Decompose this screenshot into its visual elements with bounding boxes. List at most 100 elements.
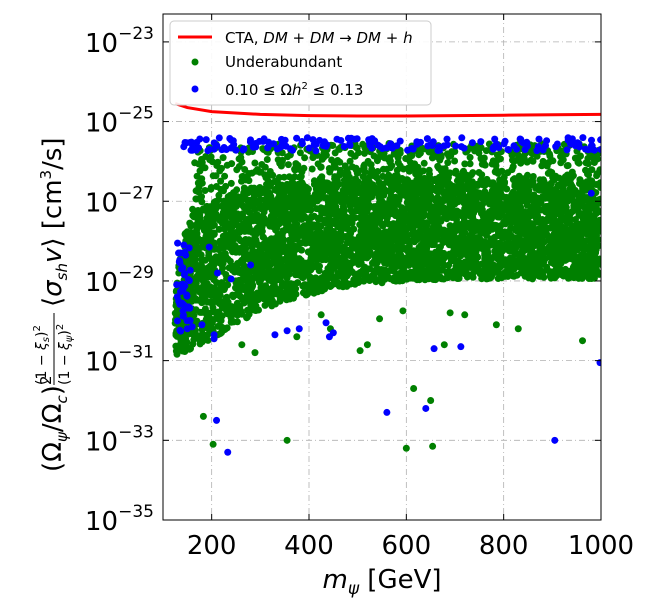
point-underabundant [381,259,389,267]
point-underabundant [204,336,212,344]
point-underabundant [379,172,387,180]
point-underabundant [198,159,206,166]
point-underabundant [421,174,428,182]
point-underabundant [322,219,330,227]
point-relic [247,136,254,144]
point-underabundant [469,233,477,241]
point-underabundant [545,188,553,196]
point-underabundant [300,206,308,214]
point-underabundant [337,264,345,272]
point-underabundant [310,221,318,229]
point-relic [597,146,601,153]
point-underabundant [567,193,575,201]
point-underabundant [206,315,214,323]
point-underabundant [520,226,528,234]
point-relic [204,147,212,155]
point-underabundant [429,442,437,450]
point-relic [579,134,587,142]
point-underabundant [311,233,319,241]
x-tick-label: 800 [479,531,529,561]
point-relic [468,139,476,147]
point-underabundant [552,249,560,257]
point-relic [293,134,301,142]
point-underabundant [511,175,519,183]
point-underabundant [440,207,448,215]
point-underabundant [419,167,427,175]
point-underabundant [381,228,389,236]
point-underabundant [361,161,368,169]
point-underabundant [269,171,277,179]
point-underabundant [570,262,578,270]
point-underabundant [240,276,248,284]
point-underabundant [490,253,498,261]
point-underabundant [271,300,279,308]
point-underabundant [502,240,509,248]
point-underabundant [304,269,312,277]
point-underabundant [561,173,569,181]
point-underabundant [271,207,279,215]
point-underabundant [394,262,401,270]
point-underabundant [371,257,378,265]
point-underabundant [419,182,426,190]
point-underabundant [274,179,282,187]
point-underabundant [258,161,266,168]
point-relic [214,269,222,277]
point-underabundant [194,179,202,187]
point-underabundant [246,269,254,276]
point-underabundant [258,265,266,273]
point-underabundant [243,172,251,180]
point-underabundant [253,296,261,304]
point-relic [458,134,466,142]
point-relic [220,144,228,151]
point-relic [260,135,268,143]
point-underabundant [261,189,269,197]
point-underabundant [229,266,236,274]
point-underabundant [313,256,321,264]
point-underabundant [241,166,249,173]
point-underabundant [433,269,441,277]
point-relic [322,319,330,327]
point-underabundant [321,285,329,293]
point-underabundant [559,156,567,164]
point-underabundant [235,235,243,243]
point-underabundant [401,270,409,278]
point-underabundant [386,164,394,172]
point-underabundant [584,170,591,178]
point-underabundant [198,198,206,206]
point-underabundant [278,158,286,166]
point-underabundant [267,248,275,256]
point-underabundant [571,240,579,248]
point-underabundant [443,252,451,260]
point-underabundant [478,260,486,268]
point-underabundant [527,220,535,228]
point-underabundant [222,294,230,302]
point-underabundant [341,162,349,170]
point-underabundant [307,198,315,206]
point-underabundant [420,159,428,167]
point-underabundant [456,191,464,199]
point-underabundant [569,172,577,180]
point-underabundant [323,226,331,234]
point-underabundant [332,278,340,286]
point-underabundant [479,181,487,189]
point-underabundant [217,177,225,185]
point-underabundant [333,174,341,182]
point-underabundant [433,274,441,282]
point-underabundant [340,180,348,188]
point-underabundant [529,275,536,283]
point-underabundant [312,185,320,193]
point-underabundant [199,412,207,420]
point-underabundant [396,272,404,280]
point-underabundant [523,201,531,209]
point-underabundant [547,180,555,188]
point-underabundant [222,182,230,190]
point-underabundant [212,172,220,180]
point-underabundant [233,303,241,311]
point-underabundant [356,347,364,355]
point-underabundant [227,220,235,227]
x-tick-label: 600 [382,531,432,561]
point-underabundant [255,185,263,193]
point-underabundant [442,230,450,238]
point-underabundant [575,271,583,279]
point-underabundant [589,248,597,256]
